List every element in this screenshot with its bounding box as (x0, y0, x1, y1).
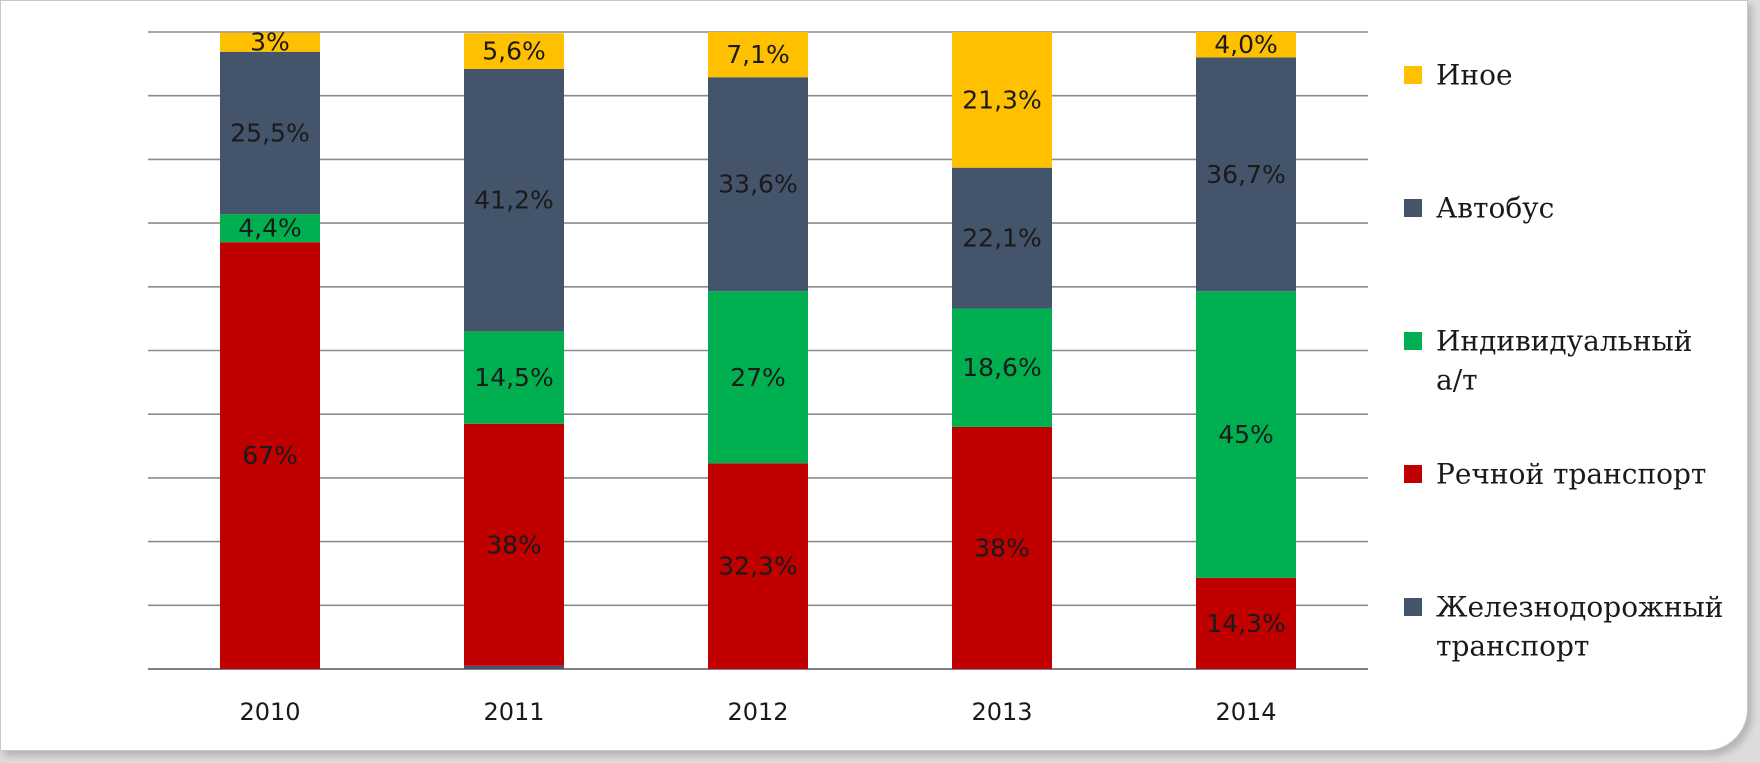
legend-label: Индивидуальный (1436, 325, 1692, 358)
legend-item: Индивидуальный а/т (1404, 325, 1692, 397)
bar-segment (1196, 32, 1296, 58)
bar-segment (220, 214, 320, 243)
legend-item: Иное (1404, 59, 1513, 92)
legend-swatch (1404, 66, 1422, 84)
data-label: 21,3% (962, 85, 1041, 114)
data-label: 38% (974, 533, 1030, 562)
x-tick-label: 2014 (1215, 698, 1276, 726)
x-tick-label: 2011 (483, 698, 544, 726)
bar-segment (464, 665, 564, 669)
bar-segment (1196, 291, 1296, 578)
x-tick-label: 2010 (239, 698, 300, 726)
legend-swatch (1404, 199, 1422, 217)
data-labels: 67% 4,4% 25,5% 3% 38% 14,5% 41,2% 5,6% 32,3% 27% 3… (230, 28, 1285, 638)
x-tick-label: 2013 (971, 698, 1032, 726)
data-label: 4,4% (238, 214, 302, 243)
data-label: 14,5% (474, 363, 553, 392)
legend-label: Речной транспорт (1436, 458, 1706, 491)
legend-item: Автобус (1404, 192, 1554, 225)
bar-segment (952, 32, 1052, 168)
x-tick-label: 2012 (727, 698, 788, 726)
data-label: 45% (1218, 420, 1274, 449)
legend-item: Речной транспорт (1404, 458, 1706, 491)
legend-swatch (1404, 465, 1422, 483)
bar-segment (708, 463, 808, 669)
legend-label: Автобус (1436, 192, 1554, 225)
data-label: 25,5% (230, 118, 309, 147)
bar-segment (952, 426, 1052, 669)
legend-swatch (1404, 598, 1422, 616)
data-label: 5,6% (482, 37, 546, 66)
bar-segment (1196, 57, 1296, 292)
bar-segment (220, 51, 320, 215)
data-label: 41,2% (474, 186, 553, 215)
bar-segment (220, 242, 320, 669)
data-label: 36,7% (1206, 160, 1285, 189)
data-label: 33,6% (718, 170, 797, 199)
data-label: 3% (250, 28, 290, 57)
data-label: 7,1% (726, 40, 790, 69)
bar-segment (464, 331, 564, 424)
legend-label: Иное (1436, 59, 1513, 92)
bar-segment (464, 423, 564, 666)
data-label: 32,3% (718, 552, 797, 581)
data-label: 22,1% (962, 224, 1041, 253)
legend-label: а/т (1436, 364, 1478, 397)
bar-segment (464, 33, 564, 69)
bar-segment (708, 32, 808, 78)
data-label: 38% (486, 530, 542, 559)
data-label: 14,3% (1206, 609, 1285, 638)
data-label: 27% (730, 363, 786, 392)
bar-segment (708, 291, 808, 464)
legend-item: Железнодорожный транспорт (1404, 591, 1723, 663)
bar-segment (952, 308, 1052, 427)
legend-swatch (1404, 332, 1422, 350)
legend-label: транспорт (1436, 630, 1589, 663)
data-label: 4,0% (1214, 30, 1278, 59)
legend-label: Железнодорожный (1436, 591, 1723, 624)
bar-segment (220, 32, 320, 52)
bar-segment (952, 167, 1052, 309)
x-axis: 2010 2011 2012 2013 2014 (239, 698, 1276, 726)
bar-segment (1196, 577, 1296, 669)
data-label: 18,6% (962, 353, 1041, 382)
bar-segment (464, 68, 564, 332)
data-label: 67% (242, 441, 298, 470)
bars (220, 32, 1296, 669)
legend: Иное Автобус Индивидуальный а/т Речной транс… (1404, 59, 1723, 663)
bar-segment (708, 77, 808, 292)
